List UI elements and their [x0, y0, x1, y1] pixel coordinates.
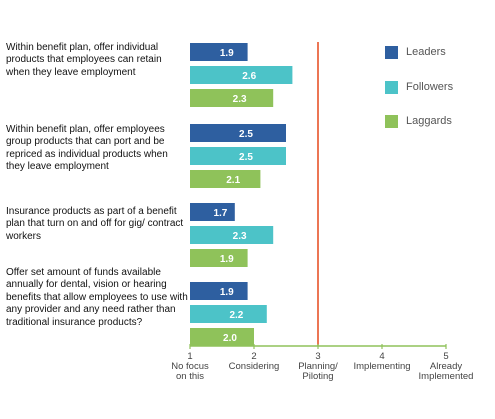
bar-followers: [190, 226, 274, 244]
category-label: Insurance products as part of a benefit …: [6, 206, 184, 242]
bar-leaders: [190, 203, 235, 221]
x-tick-label: No focus on this: [171, 361, 209, 382]
legend-item-laggards: Laggards: [378, 114, 488, 130]
legend-swatch-leaders: [385, 46, 398, 59]
category-label: Offer set amount of funds available annu…: [6, 267, 188, 328]
bar-leaders: [190, 43, 248, 61]
bar-laggards: [190, 170, 261, 188]
x-tick-label: Planning/Piloting: [298, 361, 338, 382]
legend-swatch-followers: [385, 81, 398, 94]
bar-followers: [190, 66, 293, 84]
bar-followers: [190, 147, 286, 165]
category-label: Within benefit plan, offer employees gro…: [6, 124, 168, 173]
data-label: 1.9: [220, 254, 234, 265]
x-tick-label: Implementing: [353, 361, 410, 372]
data-label: 1.9: [220, 48, 234, 59]
data-label: 2.1: [226, 175, 240, 186]
data-label: 2.0: [223, 333, 237, 344]
legend-swatch-laggards: [385, 115, 398, 128]
x-tick-label: Already Implemented: [419, 361, 474, 382]
category-label: Within benefit plan, offer individual pr…: [6, 42, 162, 78]
bar-leaders: [190, 124, 286, 142]
x-tick-number: 4: [379, 351, 384, 362]
bar-laggards: [190, 328, 254, 346]
x-tick-number: 3: [315, 351, 320, 362]
legend-label: Followers: [406, 81, 454, 93]
data-label: 2.5: [239, 152, 253, 163]
data-label: 1.9: [220, 287, 234, 298]
data-label: 2.3: [233, 231, 247, 242]
legend-item-leaders: Leaders: [378, 45, 488, 61]
data-label: 2.3: [233, 94, 247, 105]
legend-label: Leaders: [406, 46, 446, 58]
bar-laggards: [190, 249, 248, 267]
x-tick-number: 2: [251, 351, 256, 362]
legend-label: Laggards: [406, 115, 452, 127]
x-tick-number: 1: [187, 351, 192, 362]
data-label: 2.2: [229, 310, 243, 321]
x-tick-number: 5: [443, 351, 448, 362]
data-label: 2.6: [242, 71, 256, 82]
data-label: 2.5: [239, 129, 253, 140]
x-tick-label: Considering: [229, 361, 280, 372]
bar-laggards: [190, 89, 274, 107]
bar-followers: [190, 305, 267, 323]
data-label: 1.7: [213, 208, 227, 219]
bar-leaders: [190, 282, 248, 300]
legend-item-followers: Followers: [378, 80, 488, 96]
